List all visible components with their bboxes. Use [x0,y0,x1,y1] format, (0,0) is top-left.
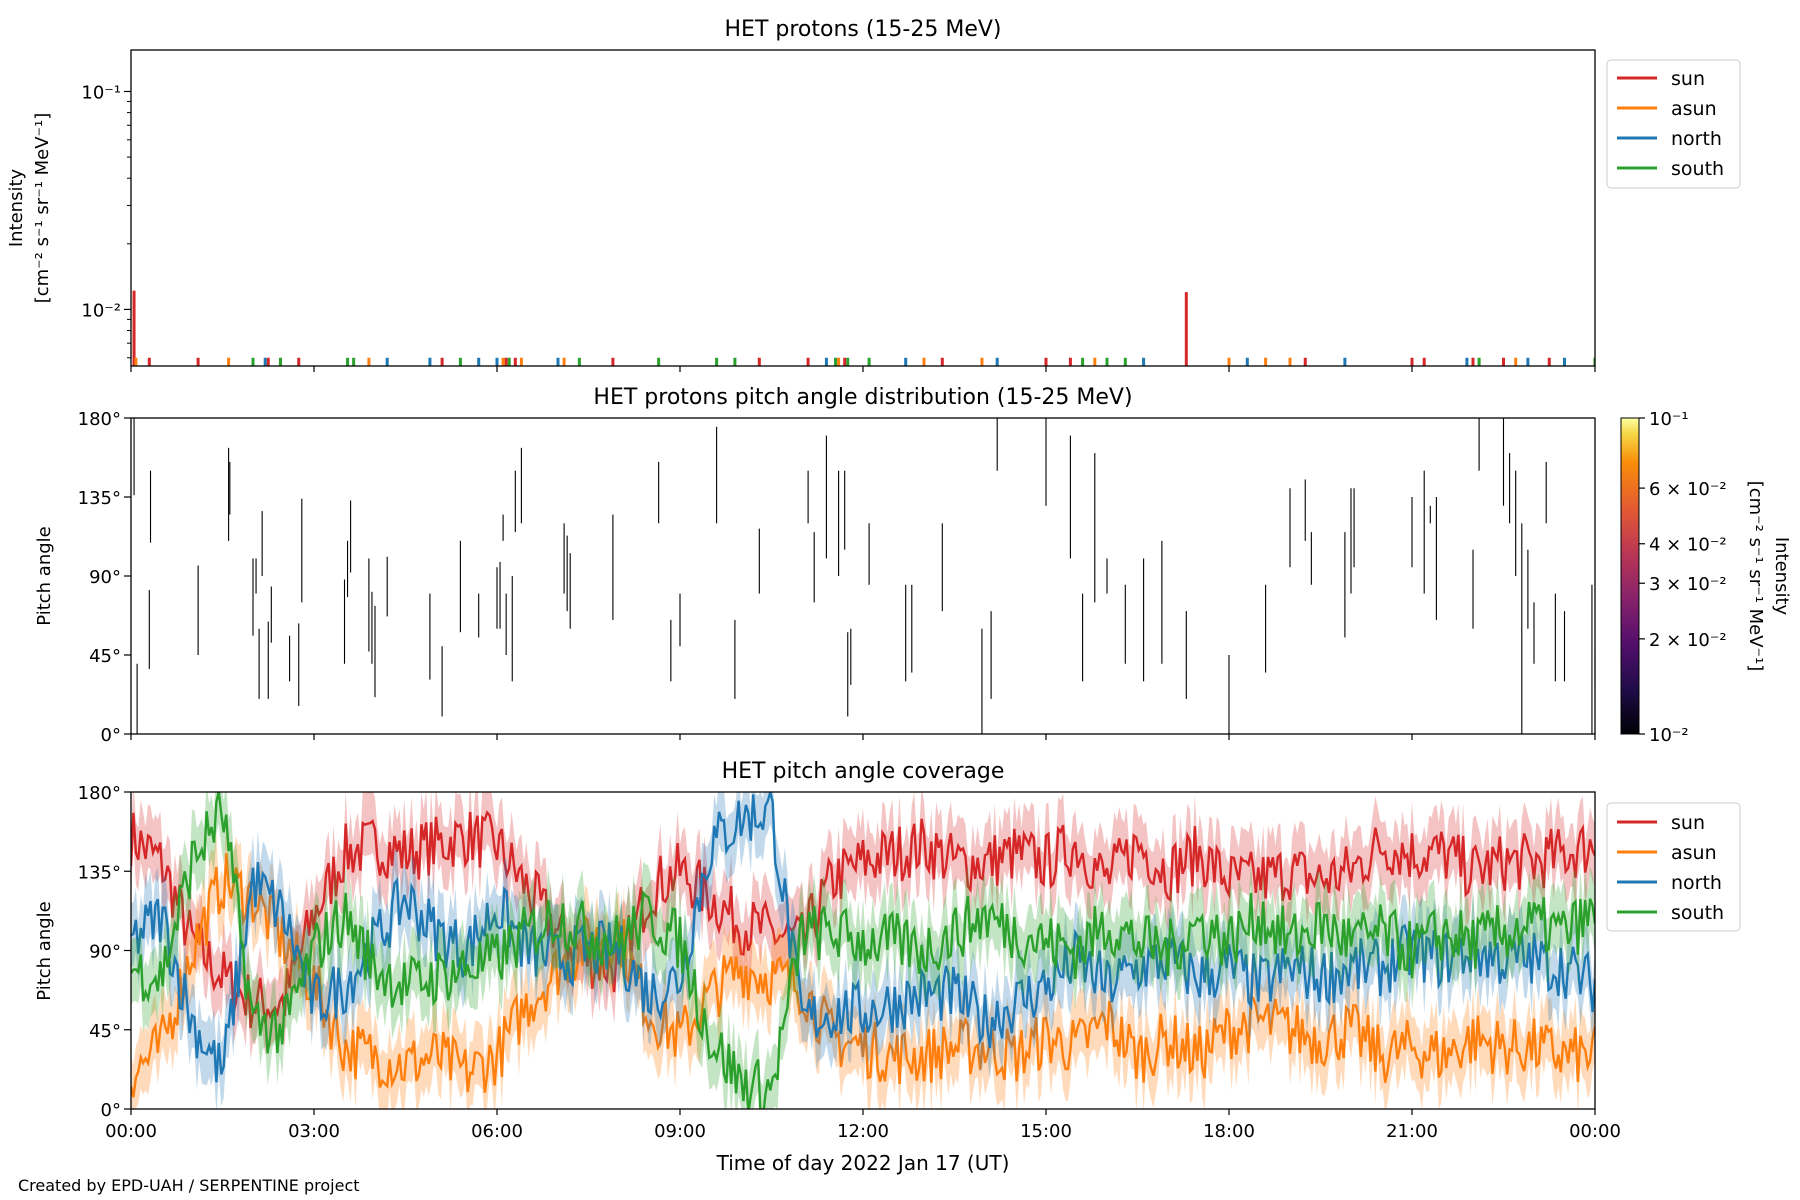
coverage-legend: sun asun north south [1606,802,1741,932]
y-tick-label-0: 0° [101,725,121,746]
y-tick-label-3: 135° [78,488,121,509]
intensity-title: HET protons (15-25 MeV) [725,17,1002,42]
colorbar-tick-label-2: 3 × 10⁻² [1649,574,1727,595]
y-tick-label-3: 135° [78,862,121,883]
coverage-x-ticks: 00:00 03:00 06:00 09:00 12:00 15:00 18:00 21:00… [105,1109,1621,1142]
intensity-ylabel-line2: [cm⁻² s⁻¹ sr⁻¹ MeV⁻¹] [32,113,53,304]
south-coverage-band [131,792,1595,1109]
y-tick-label-4: 180° [78,783,121,804]
legend-label-asun: asun [1671,98,1717,120]
x-tick-label-0: 00:00 [105,1121,157,1142]
colorbar-tick-label-5: 10⁻¹ [1649,409,1689,430]
intensity-panel: HET protons (15-25 MeV) Intensity [cm⁻² … [6,17,1741,372]
coverage-title: HET pitch angle coverage [722,759,1005,784]
legend-label-south: south [1671,158,1724,180]
north-coverage-line [131,792,1595,1083]
colorbar-tick-label-4: 6 × 10⁻² [1649,479,1727,500]
y-tick-label-0: 0° [101,1100,121,1121]
x-tick-label-3: 09:00 [654,1121,706,1142]
pad-panel: HET protons pitch angle distribution (15… [34,385,1792,746]
pad-axes-frame [130,417,1596,735]
pad-y-ticks: 0° 45° 90° 135° 180° [78,409,131,746]
colorbar-label-line2: [cm⁻² s⁻¹ sr⁻¹ MeV⁻¹] [1745,481,1766,672]
intensity-axes-frame [130,49,1596,367]
coverage-panel: HET pitch angle coverage Pitch angle 0° 4… [34,759,1741,1175]
intensity-y-tick-label-0: 10⁻² [81,300,121,321]
intensity-bars [132,290,1595,366]
legend-label-sun: sun [1671,812,1705,834]
legend-label-south: south [1671,902,1724,924]
coverage-series [131,792,1595,1109]
intensity-y-ticks: 10⁻² 10⁻¹ [81,82,131,359]
y-tick-label-1: 45° [89,1021,121,1042]
pad-title: HET protons pitch angle distribution (15… [593,385,1132,410]
coverage-ylabel: Pitch angle [34,901,55,1000]
y-tick-label-1: 45° [89,646,121,667]
colorbar-ticks: 10⁻² 2 × 10⁻² 3 × 10⁻² 4 × 10⁻² 6 × 10⁻² 10⁻¹ [1639,409,1727,746]
legend-label-asun: asun [1671,842,1717,864]
y-tick-label-2: 90° [89,567,121,588]
legend-label-sun: sun [1671,68,1705,90]
pad-x-ticks [130,734,1596,740]
legend-label-north: north [1671,872,1722,894]
y-tick-label-2: 90° [89,942,121,963]
pad-ylabel: Pitch angle [34,526,55,625]
colorbar: 10⁻² 2 × 10⁻² 3 × 10⁻² 4 × 10⁻² 6 × 10⁻² 10⁻¹… [1620,409,1792,746]
pad-segments [133,418,1595,734]
south-coverage-line [131,792,1595,1109]
colorbar-gradient [1620,417,1640,735]
x-tick-label-7: 21:00 [1386,1121,1438,1142]
intensity-ylabel-line1: Intensity [6,168,27,247]
x-tick-label-2: 06:00 [471,1121,523,1142]
sun-coverage-line [131,810,1595,1029]
x-tick-label-8: 00:00 [1569,1121,1621,1142]
colorbar-tick-label-3: 4 × 10⁻² [1649,535,1727,556]
y-tick-label-4: 180° [78,409,121,430]
legend-label-north: north [1671,128,1722,150]
coverage-axes-frame [130,791,1596,1110]
asun-coverage-line [131,853,1595,1098]
intensity-legend: sun asun north south [1606,59,1741,189]
coverage-xlabel: Time of day 2022 Jan 17 (UT) [716,1151,1010,1175]
intensity-y-tick-label-1: 10⁻¹ [81,82,121,103]
x-tick-label-6: 18:00 [1203,1121,1255,1142]
x-tick-label-5: 15:00 [1020,1121,1072,1142]
coverage-y-ticks: 0° 45° 90° 135° 180° [78,783,131,1121]
colorbar-tick-label-0: 10⁻² [1649,725,1689,746]
colorbar-tick-label-1: 2 × 10⁻² [1649,630,1727,651]
x-tick-label-4: 12:00 [837,1121,889,1142]
x-tick-label-1: 03:00 [288,1121,340,1142]
colorbar-label-line1: Intensity [1771,537,1792,616]
credit-text: Created by EPD-UAH / SERPENTINE project [18,1176,360,1195]
intensity-x-ticks [130,366,1596,372]
